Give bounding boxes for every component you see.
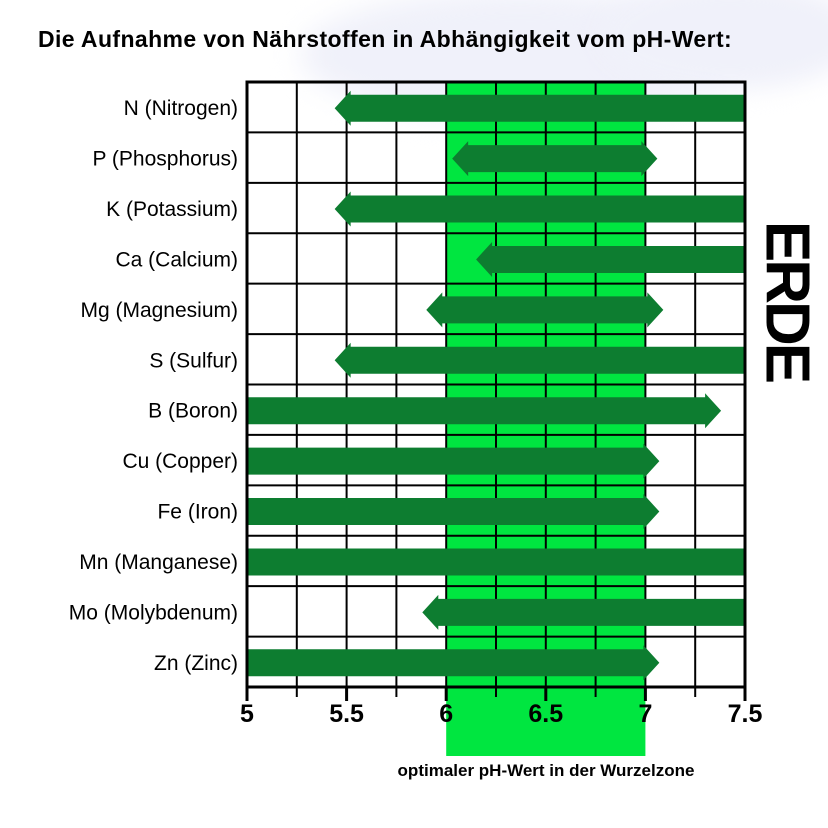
row-label: N (Nitrogen) — [124, 97, 238, 120]
row-label: Cu (Copper) — [122, 450, 238, 473]
bar-mn — [247, 548, 745, 576]
optimal-zone-caption: optimaler pH-Wert in der Wurzelzone — [397, 761, 695, 780]
bar-s — [334, 342, 745, 378]
row-label: S (Sulfur) — [149, 349, 238, 372]
x-tick-label: 7 — [638, 700, 652, 728]
bar-k — [334, 191, 745, 227]
x-tick-label: 7.5 — [728, 700, 763, 728]
bar-mg — [426, 292, 664, 328]
bar-n — [334, 90, 745, 126]
row-label: B (Boron) — [148, 400, 238, 423]
side-label-erde: ERDE — [752, 220, 822, 382]
row-label: Zn (Zinc) — [154, 652, 238, 675]
chart-title: Die Aufnahme von Nährstoffen in Abhängig… — [38, 26, 733, 52]
bar-fe — [247, 494, 660, 530]
row-label: K (Potassium) — [106, 198, 238, 221]
bar-cu — [247, 443, 660, 479]
row-label: Mo (Molybdenum) — [69, 601, 238, 624]
x-tick-label: 5 — [240, 700, 254, 728]
row-label: Mg (Magnesium) — [80, 299, 238, 322]
x-tick-label: 6.5 — [528, 700, 563, 728]
bar-ca — [476, 241, 745, 277]
bar-mo — [422, 594, 745, 630]
x-tick-label: 6 — [439, 700, 453, 728]
row-label: Ca (Calcium) — [115, 248, 238, 271]
bar-b — [247, 393, 722, 429]
x-tick-label: 5.5 — [329, 700, 364, 728]
bar-p — [452, 141, 658, 177]
row-label: P (Phosphorus) — [92, 148, 238, 171]
row-label: Mn (Manganese) — [79, 551, 238, 574]
bar-zn — [247, 645, 660, 681]
row-label: Fe (Iron) — [157, 501, 238, 524]
